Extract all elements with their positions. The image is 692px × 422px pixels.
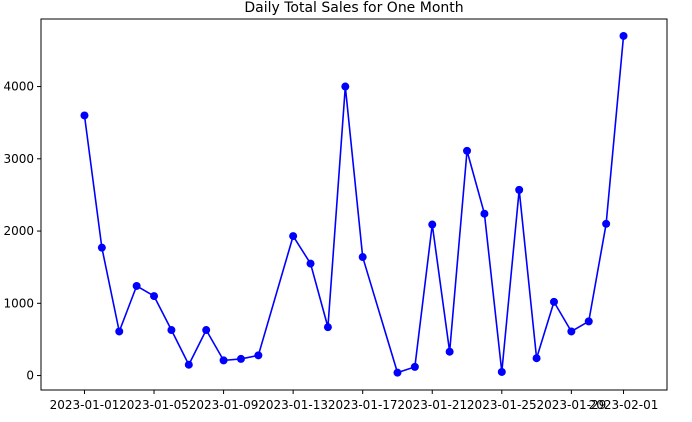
data-point [584,317,593,326]
data-point [567,327,576,336]
data-point [445,347,454,356]
data-point [358,253,367,262]
x-axis: 2023-01-01 2023-01-05 2023-01-09 2023-01-13… [50,390,659,412]
data-point [619,31,628,40]
x-tick-label: 2023-01-25 [467,398,537,412]
data-point [202,326,211,335]
data-point [115,327,124,336]
series-line [83,35,625,374]
y-tick-label: 4000 [3,80,34,94]
x-tick-label: 2023-01-29 [536,398,606,412]
x-tick-label: 2023-01-13 [258,398,328,412]
data-point [254,351,263,360]
x-tick-label: 2023-01-17 [328,398,398,412]
data-point [549,297,558,306]
data-point [132,281,141,290]
data-point [150,292,159,301]
y-tick-label: 1000 [3,296,34,310]
data-point [184,360,193,369]
data-point [515,185,524,194]
data-point [236,354,245,363]
data-point [289,232,298,241]
data-point [463,146,472,155]
data-point [97,243,106,252]
x-tick-label: 2023-01-09 [189,398,259,412]
data-point [167,326,176,335]
y-tick-label: 0 [26,369,34,383]
y-tick-label: 3000 [3,152,34,166]
chart-title: Daily Total Sales for One Month [244,0,463,16]
x-tick-label: 2023-01-21 [397,398,467,412]
data-point [410,362,419,371]
y-axis: 0 1000 2000 3000 4000 [3,80,41,383]
x-tick-label: 2023-02-01 [589,398,659,412]
data-point [323,323,332,332]
data-point [219,356,228,365]
data-point [480,209,489,218]
data-point [497,367,506,376]
x-tick-label: 2023-01-05 [119,398,189,412]
y-tick-label: 2000 [3,224,34,238]
x-tick-label: 2023-01-01 [50,398,120,412]
data-point [306,259,315,268]
data-point [393,368,402,377]
data-point [532,354,541,363]
data-point [428,220,437,229]
data-point [341,82,350,91]
data-point [80,111,89,120]
plot-area [80,31,628,377]
data-point [602,219,611,228]
axes-frame [40,18,668,391]
